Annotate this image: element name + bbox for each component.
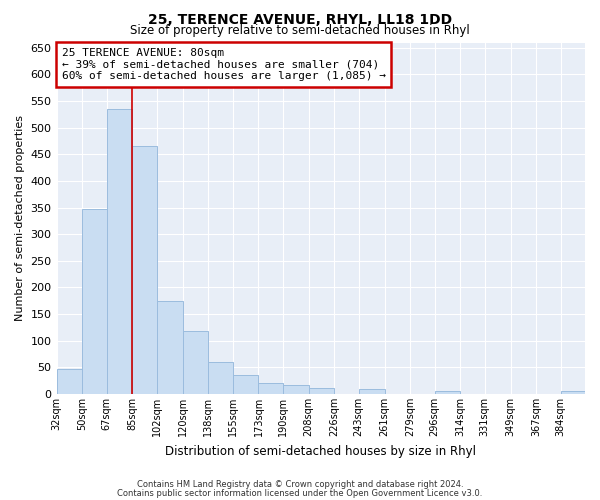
Bar bbox=[157, 301, 182, 394]
Text: Contains HM Land Registry data © Crown copyright and database right 2024.: Contains HM Land Registry data © Crown c… bbox=[137, 480, 463, 489]
Bar bbox=[208, 362, 233, 394]
Text: 25 TERENCE AVENUE: 80sqm
← 39% of semi-detached houses are smaller (704)
60% of : 25 TERENCE AVENUE: 80sqm ← 39% of semi-d… bbox=[62, 48, 386, 81]
Bar bbox=[308, 388, 334, 394]
Bar bbox=[107, 109, 133, 394]
Bar bbox=[434, 391, 460, 394]
Bar bbox=[133, 146, 157, 394]
Bar bbox=[56, 369, 82, 394]
Bar bbox=[233, 375, 259, 394]
Bar bbox=[359, 389, 385, 394]
Bar bbox=[182, 331, 208, 394]
Text: Contains public sector information licensed under the Open Government Licence v3: Contains public sector information licen… bbox=[118, 488, 482, 498]
Bar bbox=[259, 384, 283, 394]
Text: 25, TERENCE AVENUE, RHYL, LL18 1DD: 25, TERENCE AVENUE, RHYL, LL18 1DD bbox=[148, 12, 452, 26]
Bar bbox=[82, 208, 107, 394]
Text: Size of property relative to semi-detached houses in Rhyl: Size of property relative to semi-detach… bbox=[130, 24, 470, 37]
X-axis label: Distribution of semi-detached houses by size in Rhyl: Distribution of semi-detached houses by … bbox=[165, 444, 476, 458]
Y-axis label: Number of semi-detached properties: Number of semi-detached properties bbox=[15, 116, 25, 322]
Bar bbox=[283, 386, 308, 394]
Bar bbox=[560, 391, 585, 394]
